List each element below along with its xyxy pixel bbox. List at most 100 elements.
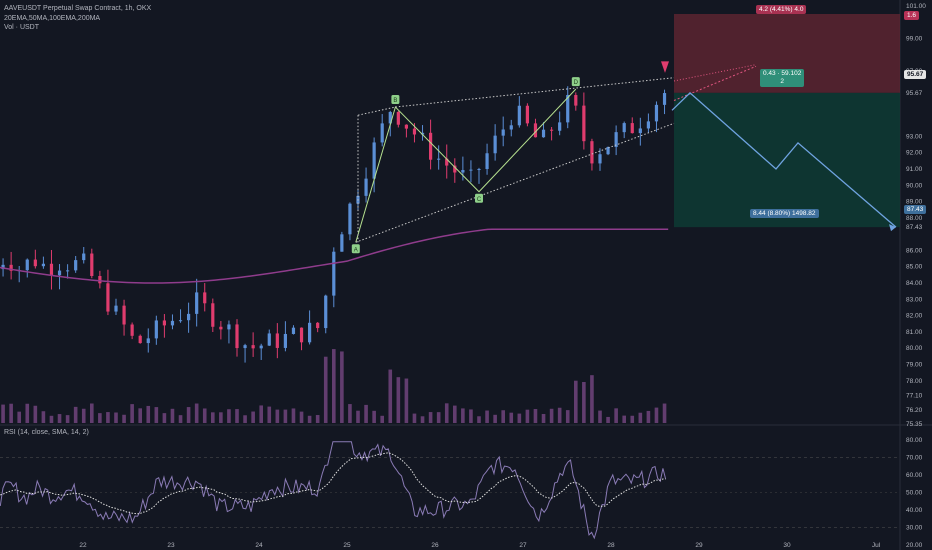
price-tick-label: 83.00 [906,296,923,303]
volume-bar [453,405,457,423]
price-tick-label: 82.00 [906,313,923,320]
volume-bar [235,409,239,423]
volume-bar [549,408,554,423]
volume-bar [65,415,70,423]
volume-bar [646,410,651,423]
volume-bar [477,416,481,423]
volume-bar [130,404,134,423]
candle-body [404,124,408,129]
volume-bar [493,414,497,423]
candle-body [138,335,142,344]
candle-body [1,264,5,270]
candle-body [195,292,199,314]
channel-upper-line [395,77,675,108]
volume-bar [219,412,223,423]
volume-bar [9,403,13,423]
candle-body [445,158,449,166]
volume-bar [323,356,328,423]
rsi-tick-label: 30.00 [906,525,923,532]
candle-body [541,129,546,138]
volume-bar [614,408,618,423]
volume-bar [49,415,54,423]
candle-body [453,165,457,173]
time-tick-label: 27 [519,542,527,549]
candle-body [98,275,102,284]
candle-body [251,345,255,349]
price-tick-label: 87.43 [906,224,923,231]
price-tick-label: 77.10 [906,392,923,399]
volume-bar [388,369,393,423]
time-tick-label: Jul [872,542,881,549]
pattern-line [355,88,577,243]
candle-body [106,283,110,312]
price-tick-label: 89.00 [906,199,923,206]
rsi-tick-label: 70.00 [906,455,923,462]
rsi-legend: RSI (14, close, SMA, 14, 2) [4,429,89,436]
price-tag-top: 1.6 [904,11,920,20]
candle-body [82,253,86,261]
candle-body [114,305,118,312]
time-tick-label: 26 [431,542,439,549]
volume-bar [98,413,102,423]
candle-body [340,234,344,252]
candle-body [582,105,586,142]
candle-body [316,322,320,329]
candle-body [437,158,441,160]
candle-body [170,320,175,326]
volume-bar [291,408,296,423]
volume-bar [170,408,175,423]
price-tick-label: 99.00 [906,36,923,43]
time-tick-label: 30 [783,542,791,549]
candle-body [66,270,70,272]
volume-bar [202,408,207,423]
projection-upper-line [673,64,757,82]
volume-bar [348,404,352,423]
candle-body [219,326,223,330]
volume-bar [25,403,30,423]
volume-bar [469,409,473,423]
candle-body [550,129,554,131]
candle-body [162,320,166,326]
candle-body [122,305,126,325]
volume-bar [428,412,433,423]
volume-bar [122,414,126,423]
candle-body [380,123,384,143]
short-arrow-icon [661,61,669,73]
candle-body [154,320,158,339]
pattern-point-b [391,95,400,105]
volume-bar [275,409,280,423]
candle-body [283,333,287,348]
candle-body [654,104,659,122]
volume-bar [114,412,118,423]
volume-bar [364,404,368,423]
volume-bar [332,349,336,423]
volume-bar [146,405,151,423]
volume-bar [267,406,272,423]
candle-body [469,169,473,171]
candle-body [259,345,263,349]
candle-body [372,142,376,179]
candle-body [130,324,134,336]
rsi-sma-line [0,452,666,515]
candle-body [558,122,562,131]
volume-bar [557,407,562,423]
rsi-tick-label: 60.00 [906,472,923,479]
candle-body [90,253,94,276]
price-tick-label: 95.67 [906,90,923,97]
candle-body [574,95,578,106]
volume-bar [420,416,425,423]
candle-body [614,132,618,147]
volume-bar [162,413,167,423]
candle-body [227,324,231,330]
candle-body [211,303,215,327]
pattern-point-d [571,77,580,87]
candle-body [509,125,513,130]
price-tick-label: 78.00 [906,378,923,385]
volume-bar [73,406,78,423]
candle-body [477,169,481,171]
volume-bar [41,411,46,423]
rsi-tick-label: 80.00 [906,437,923,444]
candle-body [396,112,400,125]
chart-title: AAVEUSDT Perpetual Swap Contract, 1h, OK… [4,5,152,12]
